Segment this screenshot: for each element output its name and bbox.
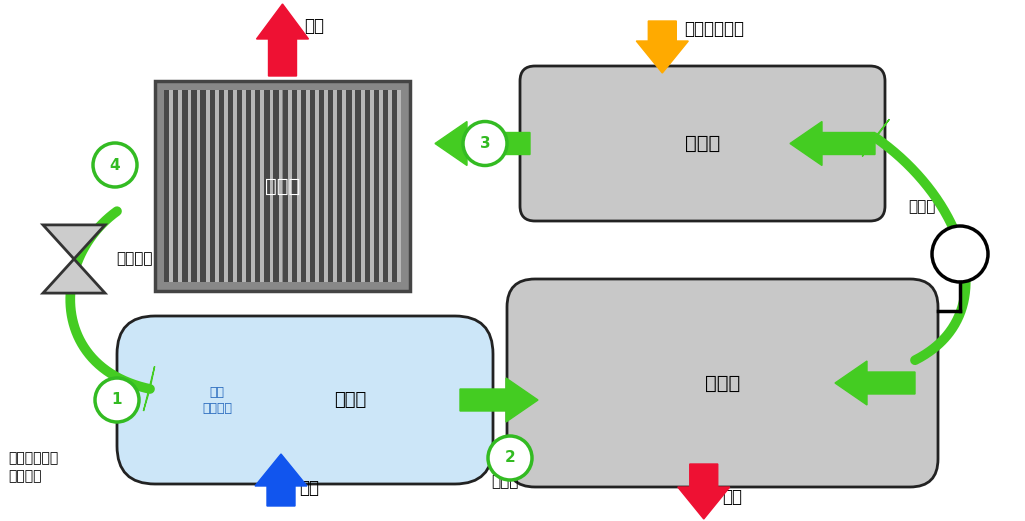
FancyBboxPatch shape — [117, 316, 493, 484]
Bar — [237, 90, 242, 282]
Bar — [169, 90, 173, 282]
Bar — [365, 90, 370, 282]
Bar — [192, 90, 197, 282]
Bar — [155, 81, 410, 291]
Bar — [264, 90, 270, 282]
Bar — [300, 90, 306, 282]
Bar — [233, 90, 237, 282]
Polygon shape — [43, 259, 105, 293]
Text: 低温・低圧の
水と蒸気: 低温・低圧の 水と蒸気 — [8, 451, 58, 483]
Text: 廃熱: 廃熱 — [304, 17, 325, 35]
Circle shape — [932, 226, 988, 282]
Bar — [242, 90, 246, 282]
Bar — [270, 90, 274, 282]
FancyArrow shape — [256, 4, 309, 76]
Bar — [255, 90, 260, 282]
Bar — [279, 90, 283, 282]
Bar — [297, 90, 300, 282]
Bar — [274, 90, 279, 282]
Bar — [260, 90, 264, 282]
FancyArrow shape — [862, 119, 890, 156]
Bar — [388, 90, 392, 282]
Bar — [352, 90, 356, 282]
Text: 4: 4 — [110, 157, 120, 172]
Text: 1: 1 — [112, 392, 122, 407]
Text: 2: 2 — [504, 451, 516, 465]
Text: 吸熱: 吸熱 — [299, 479, 319, 497]
Bar — [224, 90, 228, 282]
Text: 3: 3 — [480, 136, 490, 151]
Bar — [342, 90, 346, 282]
Bar — [306, 90, 310, 282]
Bar — [178, 90, 182, 282]
Text: 吸収器: 吸収器 — [705, 374, 740, 392]
Text: 水蒸気: 水蒸気 — [491, 474, 519, 489]
Bar — [324, 90, 328, 282]
Bar — [292, 90, 297, 282]
Bar — [370, 90, 374, 282]
Bar — [182, 90, 188, 282]
Bar — [315, 90, 319, 282]
Circle shape — [488, 436, 532, 480]
Bar — [337, 90, 342, 282]
Bar — [164, 90, 169, 282]
Bar — [374, 90, 379, 282]
Text: ポンプ: ポンプ — [908, 200, 936, 215]
FancyArrow shape — [435, 121, 530, 166]
Text: 廃熱: 廃熱 — [722, 488, 742, 506]
Bar — [382, 90, 388, 282]
Bar — [251, 90, 255, 282]
Polygon shape — [43, 225, 105, 259]
Bar — [201, 90, 206, 282]
FancyArrow shape — [678, 464, 730, 519]
FancyBboxPatch shape — [520, 66, 885, 221]
Text: 蒸発器: 蒸発器 — [334, 391, 366, 409]
Bar — [188, 90, 192, 282]
Bar — [333, 90, 337, 282]
FancyArrow shape — [255, 454, 308, 506]
Bar — [228, 90, 233, 282]
Circle shape — [463, 121, 507, 166]
Bar — [392, 90, 397, 282]
Bar — [328, 90, 333, 282]
Text: 再生器: 再生器 — [685, 134, 721, 153]
Circle shape — [95, 378, 139, 422]
FancyArrow shape — [637, 21, 689, 73]
Bar — [206, 90, 209, 282]
FancyArrow shape — [790, 121, 875, 166]
Bar — [218, 90, 224, 282]
Text: 膨張装置: 膨張装置 — [116, 252, 153, 267]
Bar — [310, 90, 315, 282]
Text: 熱エネルギー: 熱エネルギー — [685, 20, 744, 38]
Bar — [215, 90, 218, 282]
Bar — [246, 90, 251, 282]
FancyArrow shape — [460, 378, 538, 422]
Text: ほぼ
真空状態: ほぼ 真空状態 — [202, 386, 232, 415]
Bar — [173, 90, 178, 282]
Bar — [209, 90, 215, 282]
Text: 凝縮器: 凝縮器 — [264, 177, 300, 195]
Bar — [288, 90, 292, 282]
Bar — [283, 90, 288, 282]
Bar — [197, 90, 201, 282]
FancyArrow shape — [835, 361, 915, 405]
FancyBboxPatch shape — [507, 279, 938, 487]
Bar — [346, 90, 352, 282]
Bar — [356, 90, 361, 282]
Bar — [361, 90, 365, 282]
Bar — [397, 90, 401, 282]
FancyArrow shape — [144, 366, 155, 411]
Circle shape — [93, 143, 137, 187]
Bar — [379, 90, 382, 282]
Bar — [319, 90, 324, 282]
